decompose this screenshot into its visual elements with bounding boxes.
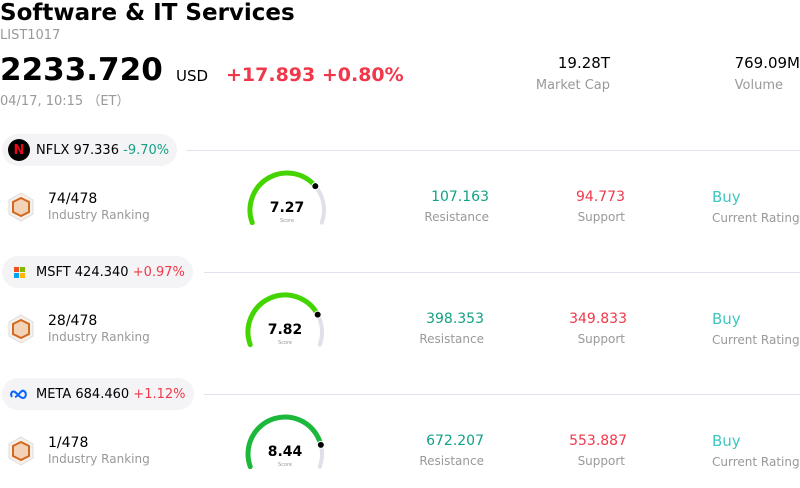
gauge-marker: [316, 440, 325, 449]
resistance-label: Resistance: [419, 332, 484, 346]
ticker-price: NFLX 97.336: [36, 142, 119, 158]
stock-chip[interactable]: N NFLX 97.336 -9.70%: [2, 134, 178, 166]
ticker-change: +1.12%: [133, 386, 186, 402]
market-cap-value: 19.28T: [557, 54, 610, 72]
resistance-label: Resistance: [419, 454, 484, 468]
gauge-marker: [313, 310, 322, 319]
ticker-change: -9.70%: [123, 142, 170, 158]
resistance-value: 107.163: [431, 189, 489, 205]
industry-rank: 1/478: [48, 435, 89, 451]
ranking-radar-icon: [8, 192, 34, 222]
ticker-price: META 684.460: [36, 386, 130, 402]
divider: [204, 394, 800, 395]
score-label: Score: [279, 218, 294, 224]
ticker-price: MSFT 424.340: [36, 264, 129, 280]
stock-chip[interactable]: MSFT 424.340 +0.97%: [2, 256, 193, 288]
industry-rank: 74/478: [48, 191, 98, 207]
market-cap-label: Market Cap: [535, 78, 610, 93]
volume-label: Volume: [734, 78, 783, 93]
resistance-label: Resistance: [424, 210, 489, 224]
ticker-change: +0.97%: [132, 264, 185, 280]
gauge-marker: [311, 182, 320, 191]
gauge-fill: [245, 292, 321, 348]
score-gauge: [247, 170, 326, 226]
netflix-icon: N: [8, 139, 36, 161]
stock-chip[interactable]: META 684.460 +1.12%: [2, 378, 194, 410]
ranking-radar-icon: [8, 314, 34, 344]
microsoft-icon: [8, 261, 36, 283]
industry-rank-label: Industry Ranking: [48, 452, 150, 466]
meta-icon: [8, 383, 36, 405]
index-price: 2233.720: [0, 52, 163, 88]
score-label: Score: [277, 462, 292, 468]
resistance-value: 672.207: [426, 433, 484, 449]
rating-value[interactable]: Buy: [712, 310, 741, 328]
industry-rank: 28/478: [48, 313, 98, 329]
industry-rank-label: Industry Ranking: [48, 208, 150, 222]
resistance-value: 398.353: [426, 311, 484, 327]
industry-rank-label: Industry Ranking: [48, 330, 150, 344]
list-code: LIST1017: [0, 28, 61, 43]
price-change: +17.893 +0.80%: [226, 64, 404, 86]
support-value: 94.773: [576, 189, 625, 205]
score-gauge: [245, 414, 325, 470]
rating-label: Current Rating: [712, 211, 800, 225]
score-value: 8.44: [267, 444, 303, 460]
divider: [204, 272, 800, 273]
score-value: 7.82: [267, 322, 303, 338]
support-label: Support: [577, 332, 625, 346]
rating-value[interactable]: Buy: [712, 432, 741, 450]
page-title: Software & IT Services: [0, 0, 295, 26]
ranking-radar-icon: [8, 436, 34, 466]
rating-label: Current Rating: [712, 333, 800, 347]
rating-value[interactable]: Buy: [712, 188, 741, 206]
gauge-fill: [247, 170, 318, 226]
score-gauge: [245, 292, 324, 348]
gauge-fill: [245, 414, 324, 470]
volume-value: 769.09M: [734, 54, 800, 72]
support-value: 349.833: [569, 311, 627, 327]
support-label: Support: [577, 210, 625, 224]
divider: [186, 150, 800, 151]
rating-label: Current Rating: [712, 455, 800, 469]
timestamp: 04/17, 10:15 （ET）: [0, 94, 130, 109]
currency: USD: [176, 67, 209, 85]
support-label: Support: [577, 454, 625, 468]
score-label: Score: [277, 340, 292, 346]
support-value: 553.887: [569, 433, 627, 449]
score-value: 7.27: [269, 200, 305, 216]
